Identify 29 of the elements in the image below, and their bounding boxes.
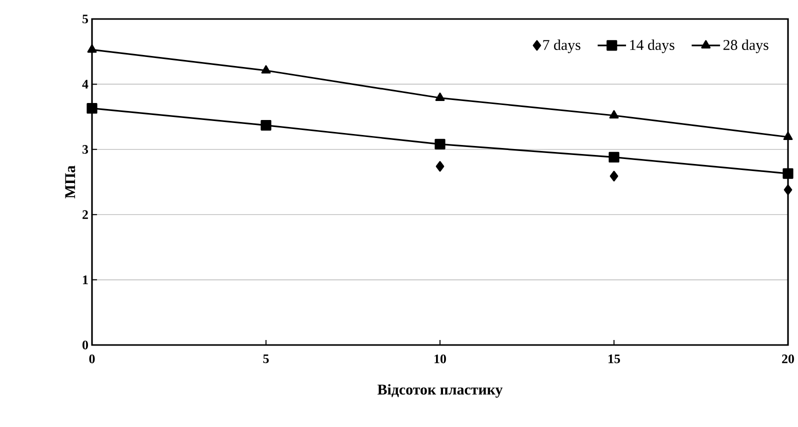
point (608, 152, 620, 163)
point (610, 170, 618, 182)
point (782, 168, 794, 179)
point (86, 103, 98, 114)
point (784, 184, 792, 196)
legend-label: 14 days (630, 39, 674, 54)
x-tick-label: 10 (434, 354, 446, 364)
x-tick-label: 5 (263, 354, 269, 364)
y-axis-title: МПа (65, 166, 76, 198)
y-tick-label: 5 (82, 14, 88, 24)
point (261, 65, 271, 74)
y-tick-label: 0 (82, 340, 88, 350)
point (436, 161, 444, 172)
y-tick-label: 2 (82, 210, 88, 219)
point (260, 120, 272, 131)
x-tick-label: 0 (89, 354, 95, 364)
y-tick-label: 1 (83, 276, 88, 284)
point (783, 132, 793, 140)
x-tick-label: 15 (608, 354, 620, 364)
point (609, 110, 619, 119)
legend-label: 7 days (543, 39, 580, 54)
y-tick-label: 4 (82, 80, 88, 88)
point (87, 44, 97, 53)
point (435, 92, 445, 101)
x-axis-title: Відсоток пластику (378, 384, 503, 398)
point (434, 138, 446, 150)
y-tick-label: 3 (82, 145, 88, 154)
legend-label: 28 days (723, 39, 768, 54)
x-tick-label: 20 (782, 354, 794, 364)
